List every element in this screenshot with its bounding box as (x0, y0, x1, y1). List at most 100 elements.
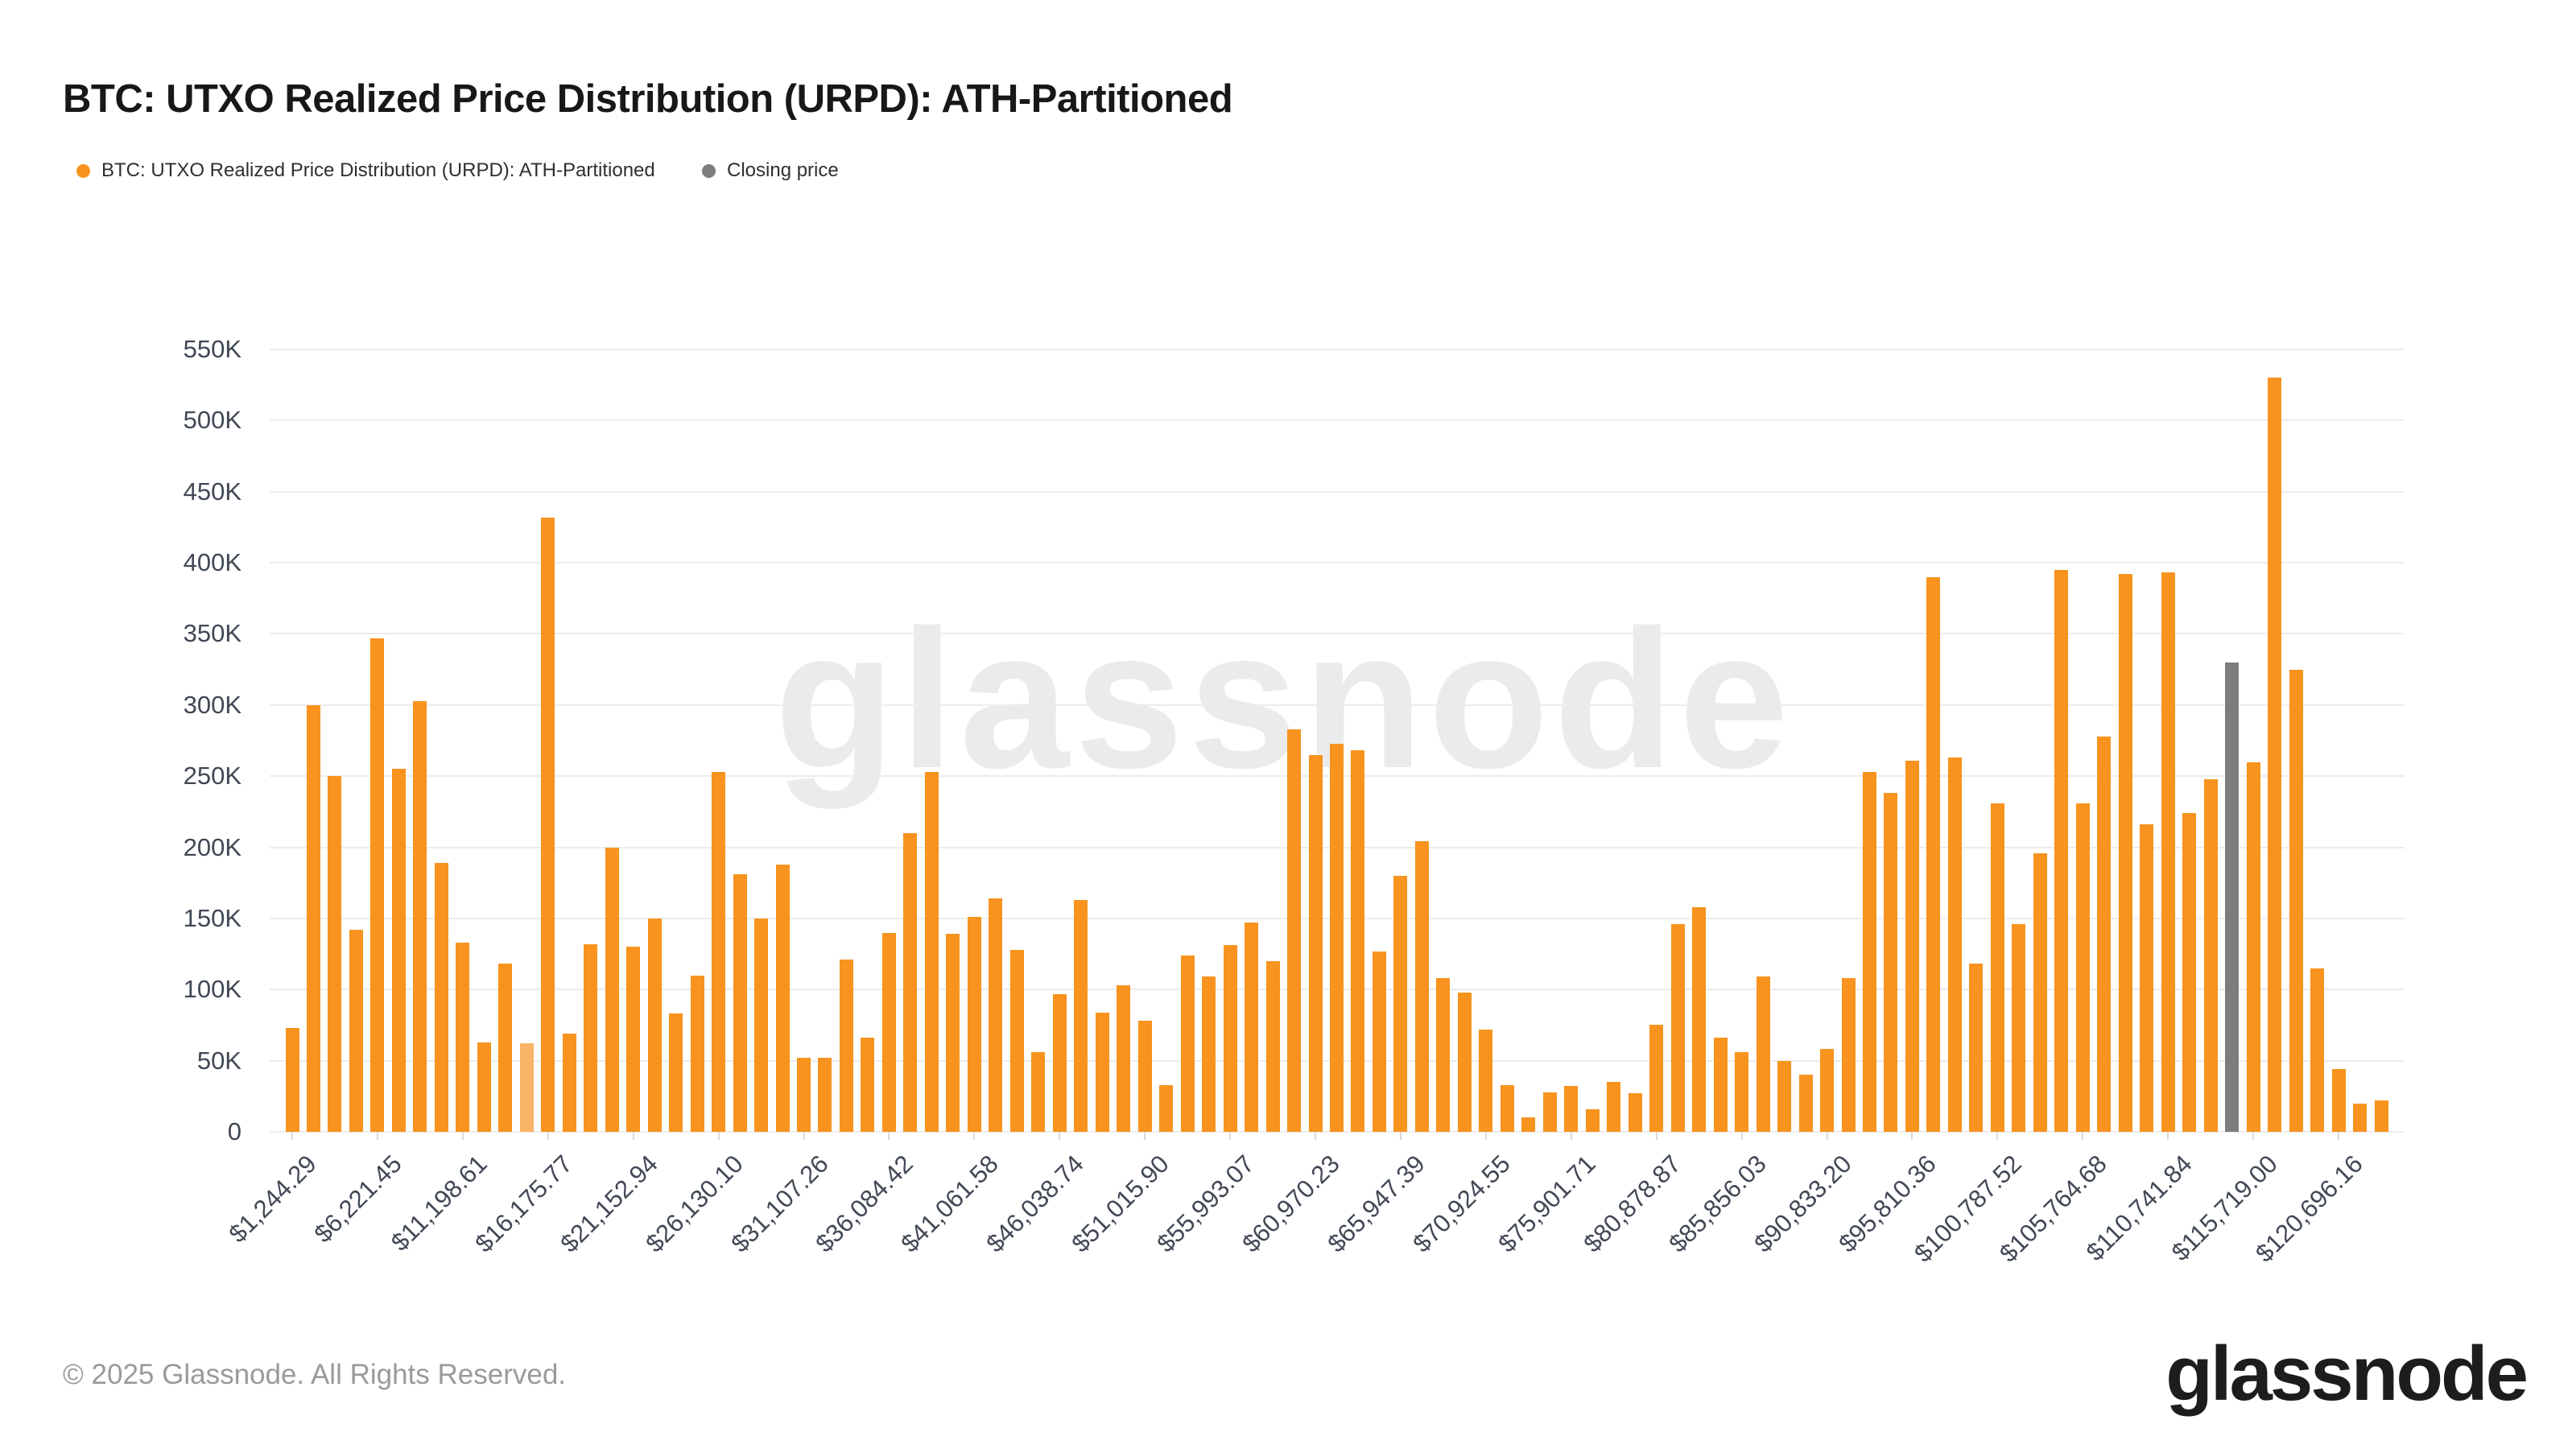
urpd-bar[interactable] (1436, 978, 1451, 1132)
urpd-bar[interactable] (2310, 968, 2325, 1132)
closing-price-bar[interactable] (2225, 662, 2240, 1132)
urpd-bar[interactable] (1479, 1029, 1493, 1132)
urpd-bar[interactable] (1223, 945, 1237, 1132)
urpd-bar[interactable] (1841, 978, 1856, 1132)
urpd-bar[interactable] (1969, 964, 1984, 1132)
urpd-bar[interactable] (1117, 985, 1131, 1132)
urpd-bar[interactable] (1009, 949, 1024, 1132)
urpd-bar[interactable] (1031, 1052, 1046, 1132)
urpd-bar[interactable] (2246, 762, 2260, 1132)
urpd-bar[interactable] (775, 864, 790, 1132)
urpd-bar[interactable] (584, 943, 598, 1132)
urpd-bar[interactable] (1542, 1092, 1557, 1132)
urpd-bar[interactable] (1777, 1060, 1792, 1132)
urpd-bar[interactable] (562, 1034, 576, 1132)
urpd-bar[interactable] (1180, 955, 1195, 1132)
urpd-bar-highlighted[interactable] (519, 1043, 534, 1132)
urpd-bar[interactable] (1372, 951, 1386, 1132)
urpd-bar[interactable] (2054, 569, 2069, 1132)
urpd-bar[interactable] (818, 1058, 832, 1132)
urpd-bar[interactable] (477, 1042, 491, 1132)
urpd-bar[interactable] (754, 918, 769, 1132)
urpd-bar[interactable] (1713, 1038, 1728, 1132)
urpd-bar[interactable] (903, 832, 918, 1132)
urpd-bar[interactable] (1500, 1084, 1514, 1132)
urpd-bar[interactable] (1649, 1025, 1664, 1132)
urpd-bar[interactable] (647, 918, 662, 1132)
urpd-bar[interactable] (1287, 729, 1302, 1132)
urpd-bar[interactable] (1756, 976, 1770, 1132)
urpd-bar[interactable] (2374, 1100, 2388, 1132)
urpd-bar[interactable] (1798, 1075, 1813, 1132)
urpd-bar[interactable] (946, 934, 960, 1132)
urpd-bar[interactable] (413, 700, 427, 1132)
urpd-bar[interactable] (391, 769, 406, 1132)
urpd-bar[interactable] (456, 942, 470, 1132)
urpd-bar[interactable] (434, 862, 448, 1132)
urpd-bar[interactable] (605, 847, 619, 1132)
urpd-bar[interactable] (967, 917, 981, 1132)
urpd-bar[interactable] (1265, 960, 1280, 1132)
urpd-bar[interactable] (1670, 923, 1685, 1132)
urpd-bar[interactable] (2353, 1103, 2368, 1132)
urpd-bar[interactable] (2161, 572, 2175, 1132)
urpd-bar[interactable] (1607, 1082, 1621, 1132)
urpd-bar[interactable] (1202, 976, 1216, 1132)
urpd-bar[interactable] (1564, 1086, 1579, 1132)
urpd-bar[interactable] (2075, 803, 2090, 1132)
urpd-bar[interactable] (285, 1027, 299, 1132)
urpd-bar[interactable] (861, 1038, 875, 1132)
urpd-bar[interactable] (2012, 923, 2026, 1132)
urpd-bar[interactable] (541, 517, 555, 1132)
urpd-bar[interactable] (328, 776, 342, 1132)
urpd-bar[interactable] (2140, 824, 2154, 1132)
urpd-bar[interactable] (2033, 852, 2047, 1132)
urpd-bar[interactable] (1521, 1117, 1536, 1132)
urpd-bar[interactable] (1137, 1021, 1152, 1132)
urpd-bar[interactable] (2289, 669, 2303, 1132)
urpd-bar[interactable] (881, 932, 896, 1132)
urpd-bar[interactable] (1308, 754, 1323, 1132)
urpd-bar[interactable] (839, 960, 853, 1132)
urpd-bar[interactable] (1735, 1052, 1749, 1132)
urpd-bar[interactable] (2097, 736, 2112, 1132)
urpd-bar[interactable] (1926, 576, 1941, 1132)
urpd-bar[interactable] (1947, 758, 1962, 1132)
urpd-bar[interactable] (1692, 906, 1707, 1132)
urpd-bar[interactable] (712, 771, 726, 1132)
urpd-bar[interactable] (370, 638, 385, 1132)
urpd-bar[interactable] (1330, 743, 1344, 1132)
urpd-bar[interactable] (1393, 875, 1408, 1132)
urpd-bar[interactable] (349, 930, 363, 1132)
urpd-bar[interactable] (669, 1013, 683, 1132)
legend-item-urpd[interactable]: BTC: UTXO Realized Price Distribution (U… (76, 159, 655, 182)
urpd-bar[interactable] (1585, 1108, 1600, 1132)
urpd-bar[interactable] (1414, 841, 1429, 1132)
urpd-bar[interactable] (2268, 378, 2282, 1132)
urpd-bar[interactable] (1351, 750, 1365, 1132)
urpd-bar[interactable] (2331, 1069, 2346, 1132)
urpd-bar[interactable] (2118, 574, 2132, 1132)
urpd-bar[interactable] (1905, 760, 1919, 1132)
urpd-bar[interactable] (924, 771, 939, 1132)
urpd-bar[interactable] (1862, 771, 1876, 1132)
urpd-bar[interactable] (2203, 778, 2218, 1132)
urpd-bar[interactable] (733, 874, 747, 1132)
urpd-bar[interactable] (1159, 1084, 1174, 1132)
urpd-bar[interactable] (690, 975, 704, 1132)
urpd-bar[interactable] (1074, 899, 1088, 1132)
urpd-bar[interactable] (306, 704, 320, 1132)
urpd-bar[interactable] (1052, 993, 1067, 1132)
urpd-bar[interactable] (1820, 1049, 1835, 1132)
urpd-bar[interactable] (797, 1058, 811, 1132)
urpd-bar[interactable] (989, 898, 1003, 1132)
urpd-bar[interactable] (1990, 803, 2004, 1132)
legend-item-closing-price[interactable]: Closing price (702, 159, 839, 182)
urpd-bar[interactable] (1245, 923, 1259, 1132)
urpd-bar[interactable] (1628, 1093, 1642, 1132)
urpd-bar[interactable] (498, 964, 513, 1132)
urpd-bar[interactable] (626, 947, 641, 1132)
urpd-bar[interactable] (1095, 1012, 1109, 1132)
urpd-bar[interactable] (2182, 813, 2197, 1132)
urpd-bar[interactable] (1884, 793, 1898, 1132)
